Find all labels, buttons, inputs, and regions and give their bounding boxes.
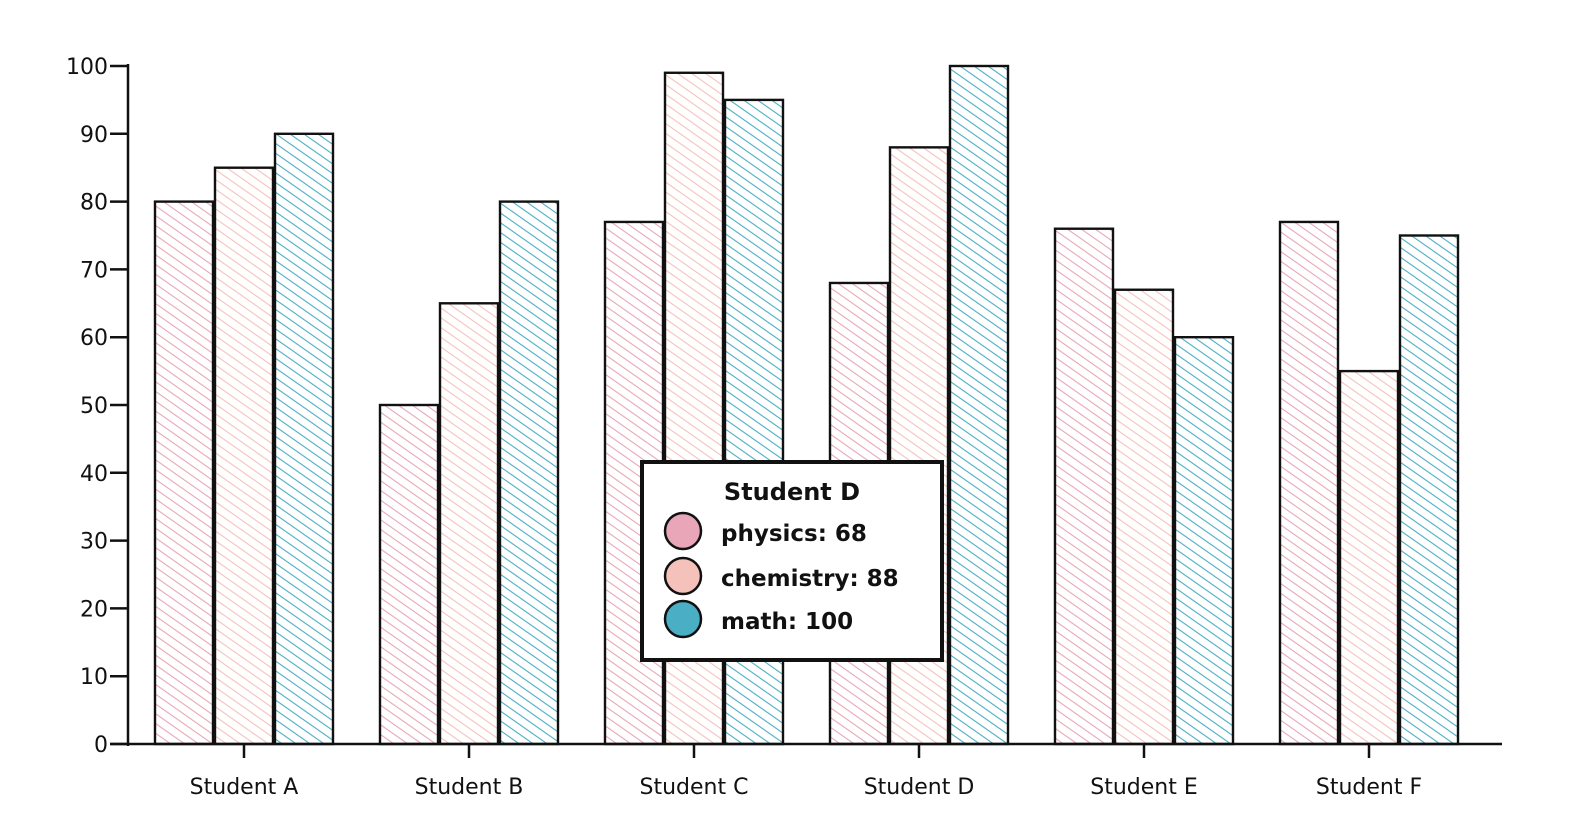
bar-math-student-e[interactable] [1173,336,1235,746]
bar-math-student-f[interactable] [1398,234,1460,746]
y-tick-label: 40 [80,462,108,487]
tooltip-title: Student D [724,478,860,506]
tooltip-item-math: math: 100 [663,599,853,639]
y-tick-label: 100 [66,55,108,80]
y-tick-label: 10 [80,665,108,690]
bar-math-student-a[interactable] [273,132,335,746]
y-tick-label: 0 [94,733,108,758]
bar-chemistry-student-e[interactable] [1113,288,1175,746]
x-tick-label: Student A [190,775,299,800]
tooltip-item-chemistry: chemistry: 88 [663,556,899,596]
x-tick-label: Student B [415,775,524,800]
y-tick-label: 50 [80,394,108,419]
bar-physics-student-f[interactable] [1278,220,1340,746]
x-tick-label: Student F [1316,775,1422,800]
tooltip-item-label: physics: 68 [721,521,867,547]
bar-chemistry-student-a[interactable] [213,166,275,746]
tooltip: Student D physics: 68 chemistry: 88 math… [640,460,944,662]
bar-chemistry-student-b[interactable] [438,302,500,746]
chemistry-swatch-icon [663,556,703,596]
y-tick-label: 90 [80,123,108,148]
x-tick-label: Student C [640,775,749,800]
x-tick-label: Student D [864,775,975,800]
y-tick-label: 20 [80,597,108,622]
y-tick-label: 30 [80,530,108,555]
math-swatch-icon [663,599,703,639]
tooltip-item-label: chemistry: 88 [721,566,899,592]
tooltip-item-label: math: 100 [721,609,853,635]
y-tick-label: 80 [80,191,108,216]
bar-physics-student-a[interactable] [153,200,215,746]
bars-layer [153,64,1460,746]
bar-chemistry-student-f[interactable] [1338,369,1400,746]
tooltip-item-physics: physics: 68 [663,511,867,551]
x-tick-label: Student E [1090,775,1198,800]
bar-math-student-d[interactable] [948,64,1010,746]
bar-physics-student-b[interactable] [378,403,440,746]
physics-swatch-icon [663,511,703,551]
bar-math-student-b[interactable] [498,200,560,746]
y-tick-label: 70 [80,258,108,283]
bar-physics-student-e[interactable] [1053,227,1115,746]
y-tick-label: 60 [80,326,108,351]
axes-layer: 0 10 20 30 40 50 60 70 80 90 100 Student A Student B… [66,55,1502,800]
